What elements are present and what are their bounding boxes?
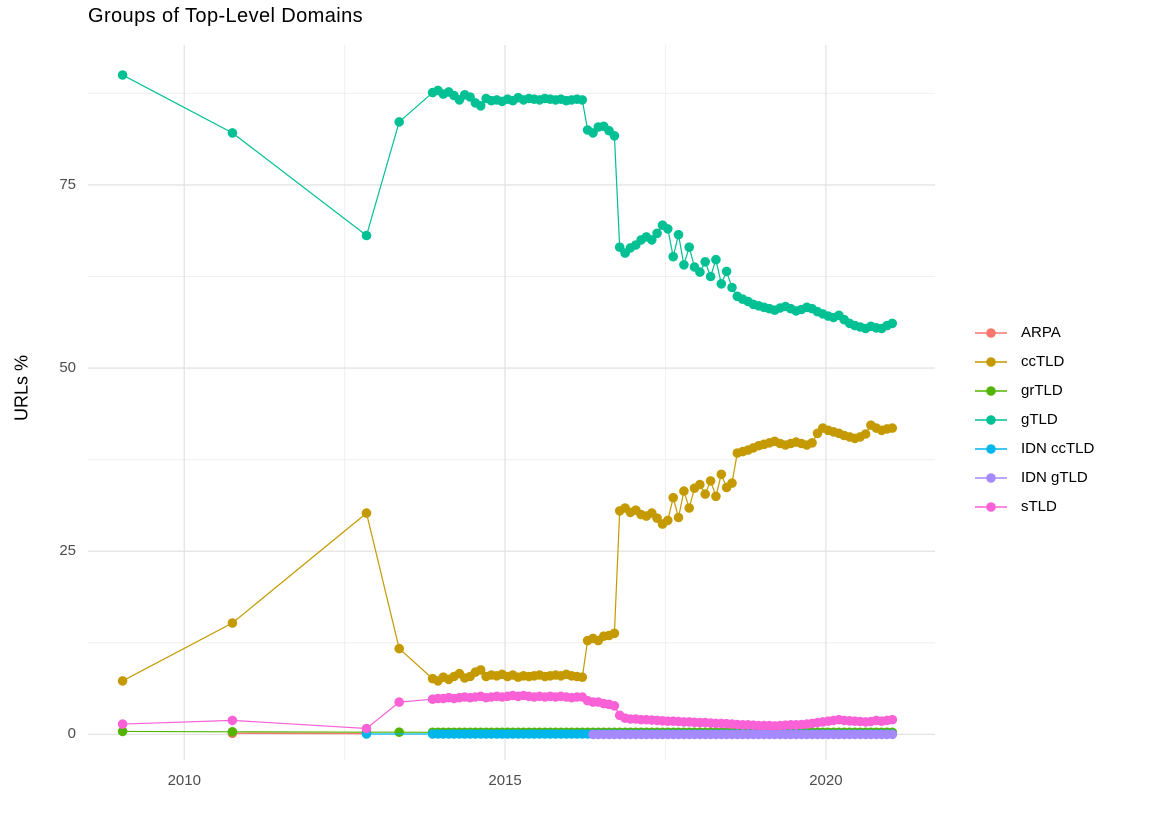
legend-key-icon [975, 501, 1007, 512]
legend-label: ARPA [1021, 324, 1061, 341]
legend-item-idn-gtld: IDN gTLD [973, 463, 1094, 492]
series-stld [117, 690, 898, 734]
x-tick-label: 2015 [488, 772, 522, 789]
legend-item-stld: sTLD [973, 492, 1094, 521]
legend-key-icon [975, 472, 1007, 483]
legend-label: IDN gTLD [1021, 469, 1088, 486]
legend-key-icon [975, 356, 1007, 367]
x-tick-label: 2010 [167, 772, 201, 789]
x-tick-label: 2020 [809, 772, 843, 789]
chart-title: Groups of Top-Level Domains [88, 5, 364, 27]
legend-label: IDN ccTLD [1021, 440, 1095, 457]
legend: ARPA ccTLD grTLD gTLD IDN ccTLD IDN gTLD sTLD [973, 318, 1094, 521]
legend-label: gTLD [1021, 411, 1058, 428]
series-arpa [227, 728, 372, 739]
series-cctld [117, 420, 898, 686]
series-idn-gtld [588, 729, 898, 740]
y-tick-label: 0 [67, 725, 76, 743]
legend-item-arpa: ARPA [973, 318, 1094, 347]
series-gtld [117, 70, 898, 334]
legend-item-idn-cctld: IDN ccTLD [973, 434, 1094, 463]
y-tick-label: 50 [59, 359, 76, 377]
y-tick-label: 25 [59, 542, 76, 560]
legend-key-icon [975, 414, 1007, 425]
legend-label: ccTLD [1021, 353, 1065, 370]
legend-item-cctld: ccTLD [973, 347, 1094, 376]
legend-label: grTLD [1021, 382, 1063, 399]
legend-key-icon [975, 385, 1007, 396]
legend-item-grtld: grTLD [973, 376, 1094, 405]
y-tick-label: 75 [59, 175, 76, 193]
legend-key-icon [975, 443, 1007, 454]
legend-item-gtld: gTLD [973, 405, 1094, 434]
gridlines [88, 45, 935, 760]
legend-key-icon [975, 327, 1007, 338]
legend-label: sTLD [1021, 498, 1057, 515]
